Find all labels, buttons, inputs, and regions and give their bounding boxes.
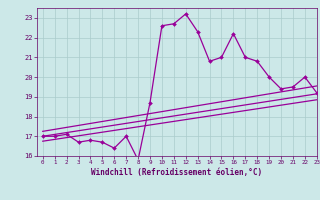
X-axis label: Windchill (Refroidissement éolien,°C): Windchill (Refroidissement éolien,°C) bbox=[91, 168, 262, 177]
